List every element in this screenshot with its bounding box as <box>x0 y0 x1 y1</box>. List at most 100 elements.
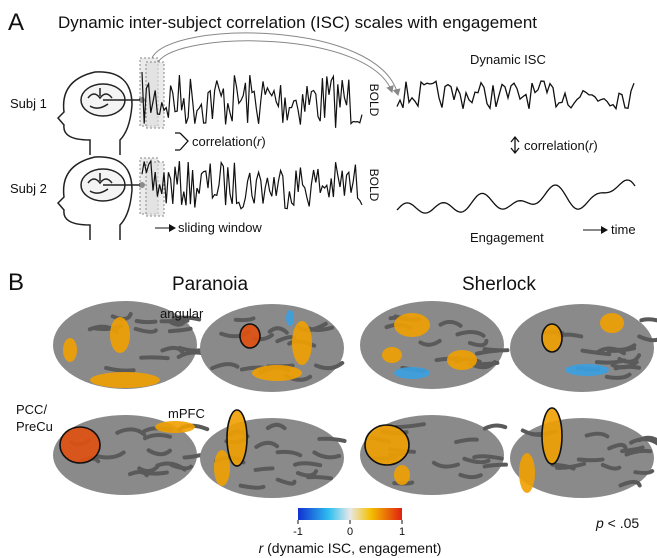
sulcus <box>159 318 190 324</box>
colorbar-ticks: -1 0 1 <box>293 520 405 538</box>
sulcus <box>115 427 147 437</box>
activation <box>214 450 230 486</box>
text: r <box>589 138 594 153</box>
sulcus <box>317 436 347 443</box>
sulcus <box>137 465 160 474</box>
sulcus <box>633 469 655 475</box>
region-label: PreCu <box>16 419 53 434</box>
sulcus <box>139 355 170 361</box>
activation <box>252 365 302 381</box>
sulcus <box>104 365 136 373</box>
story-label: Sherlock <box>462 274 536 295</box>
sulcus <box>265 422 287 431</box>
activation <box>600 313 624 333</box>
sulcus <box>176 350 205 359</box>
sulcus <box>142 432 173 441</box>
sulcus <box>312 450 342 460</box>
sulcus <box>473 360 500 367</box>
subject-label: Subj 2 <box>10 181 47 196</box>
region-label: PCC/ <box>16 402 47 417</box>
sulcus <box>275 477 297 486</box>
sulcus <box>418 338 442 347</box>
panel-title: Dynamic inter-subject correlation (ISC) … <box>58 13 537 32</box>
text: ) <box>593 138 597 153</box>
colorbar-tick-label: -1 <box>293 526 303 538</box>
brain-maps <box>53 301 657 498</box>
activation <box>519 453 535 493</box>
sliding-window-label: sliding window <box>178 220 262 235</box>
text: correlation( <box>524 138 590 153</box>
sulcus <box>171 315 202 322</box>
activation <box>394 313 430 337</box>
activation <box>155 421 195 433</box>
sulcus <box>624 448 653 457</box>
sulcus <box>233 316 256 323</box>
significance-label: p < .05 <box>595 515 639 531</box>
brace <box>175 132 189 151</box>
sliding-windows <box>139 57 165 217</box>
sulcus <box>253 466 275 472</box>
activation <box>382 347 402 363</box>
sulcus <box>462 456 491 465</box>
sulcus <box>576 457 605 463</box>
panel-letter: B <box>8 269 24 296</box>
text: (dynamic ISC, engagement) <box>263 540 441 556</box>
sulcus <box>133 326 158 334</box>
activation <box>394 465 410 485</box>
time-label: time <box>611 222 636 237</box>
colorbar-label: r (dynamic ISC, engagement) <box>259 540 442 556</box>
sulcus <box>167 326 193 334</box>
sulcus <box>584 431 610 439</box>
subject-label: Subj 1 <box>10 96 47 111</box>
sulcus <box>482 462 508 469</box>
sulcus <box>617 353 642 364</box>
activation <box>239 323 261 349</box>
sulcus <box>607 442 628 452</box>
text: correlation( <box>192 134 258 149</box>
sulcus <box>454 437 479 445</box>
window-arrow <box>151 32 401 96</box>
window-arrow <box>157 40 394 93</box>
sulcus <box>600 462 622 471</box>
sulcus <box>96 450 126 460</box>
sulcus <box>629 437 657 446</box>
activation <box>292 321 312 365</box>
colorbar-tick-label: 1 <box>399 526 405 538</box>
signals <box>141 71 636 214</box>
head-icons <box>56 71 142 240</box>
region-label: mPFC <box>168 406 205 421</box>
sulcus <box>455 330 486 338</box>
sulcus <box>474 348 500 356</box>
sulcus <box>458 472 483 480</box>
sulcus <box>618 479 642 488</box>
region-label: angular <box>160 306 204 321</box>
double-arrow <box>510 135 520 155</box>
activation <box>541 323 563 353</box>
activation <box>59 426 101 464</box>
correlation-label: correlation(r) <box>524 138 598 153</box>
sulcus <box>160 345 185 355</box>
sulcus <box>146 448 173 457</box>
activation <box>110 317 130 353</box>
sulcus <box>210 362 240 371</box>
activation <box>226 409 248 467</box>
text: r <box>257 134 262 149</box>
sulcus <box>306 325 335 332</box>
text: ) <box>261 134 265 149</box>
sulcus <box>604 372 632 380</box>
activation <box>286 310 294 326</box>
engagement-label: Engagement <box>470 230 544 245</box>
sulcus <box>238 483 266 490</box>
text: r <box>259 540 265 556</box>
sulcus <box>267 326 289 335</box>
sulcus <box>313 360 345 371</box>
sulcus <box>467 338 489 348</box>
activation <box>90 372 160 388</box>
bold-signal <box>141 159 363 210</box>
correlation-label: correlation(r) <box>192 134 266 149</box>
sulcus <box>639 317 657 323</box>
bold-signal <box>141 71 363 128</box>
colorbar <box>298 508 402 520</box>
sulcus <box>134 319 158 325</box>
